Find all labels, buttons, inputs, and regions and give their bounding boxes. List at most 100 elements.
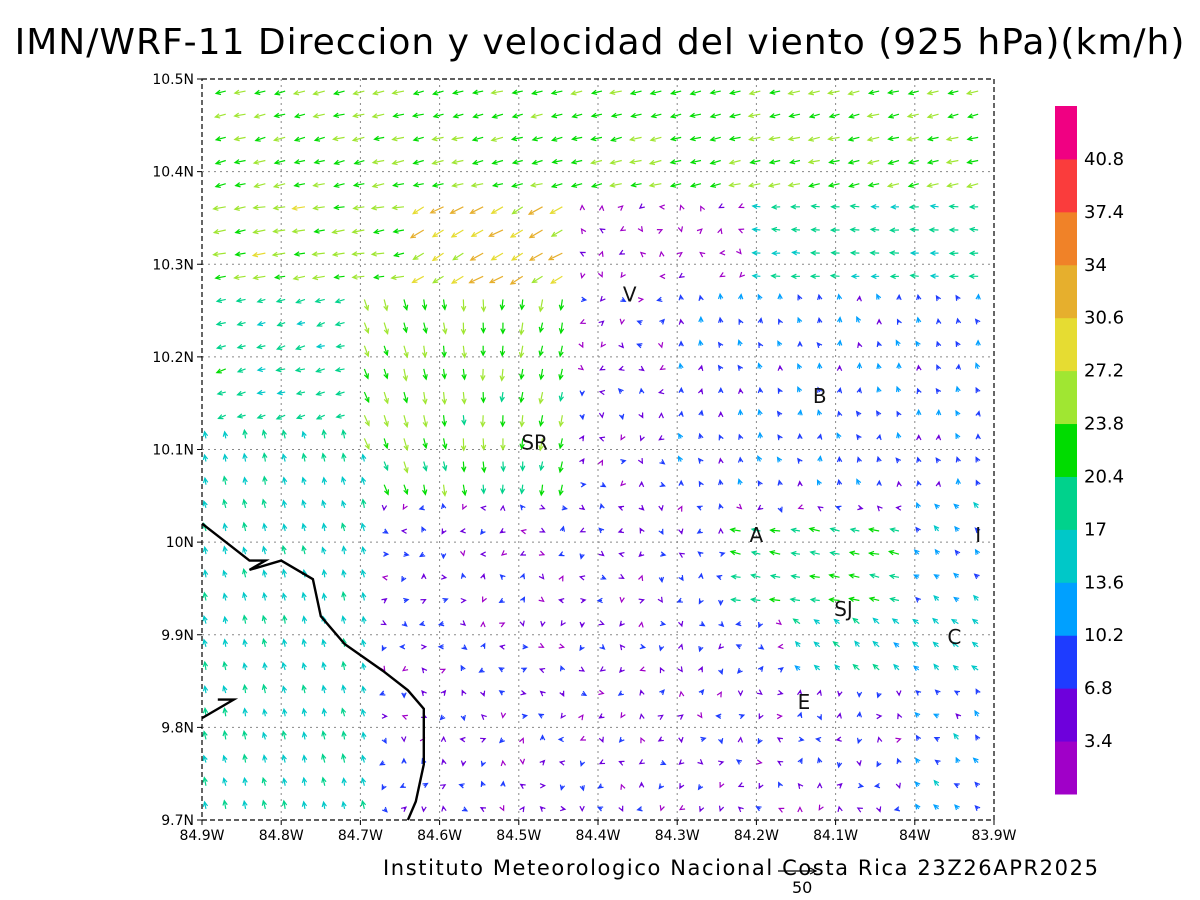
wind-arrow [558,391,565,403]
wind-arrow [719,250,726,256]
wind-arrow [381,784,387,791]
wind-arrow [472,113,484,119]
wind-arrow [361,453,367,462]
wind-arrow [520,690,527,696]
wind-arrow [262,708,268,717]
wind-arrow [836,387,843,394]
wind-arrow [539,461,545,472]
wind-arrow [222,592,228,601]
wind-arrow [847,136,860,142]
wind-arrow [440,735,447,743]
wind-arrow [678,690,685,697]
wind-arrow [539,504,546,510]
wind-arrow [914,711,921,718]
wind-arrow [669,113,682,119]
wind-arrow [887,89,900,95]
wind-arrow [579,760,586,767]
wind-arrow [262,754,268,763]
wind-arrow [222,430,229,439]
wind-arrow [718,599,724,606]
wind-arrow [540,620,546,628]
wind-arrow [638,504,645,511]
colorbar-label: 23.8 [1084,414,1124,435]
wind-arrow [629,90,642,96]
wind-arrow [972,594,979,601]
wind-arrow [896,410,902,417]
wind-arrow [870,204,880,210]
wind-arrow [813,619,821,625]
wind-arrow [715,713,722,719]
wind-arrow [401,757,407,764]
wind-arrow [431,182,444,188]
wind-arrow [202,591,208,601]
wind-arrow [813,641,821,648]
wind-arrow [382,806,388,813]
wind-arrow [598,550,605,557]
wind-arrow [658,783,665,790]
wind-arrow [797,480,803,487]
wind-arrow [600,574,607,580]
wind-arrow [876,806,882,813]
colorbar-segment [1055,635,1077,689]
wind-arrow [509,229,524,238]
wind-arrow [301,591,307,601]
wind-arrow [600,341,607,348]
colorbar-segment [1055,158,1077,213]
wind-arrow [321,800,327,809]
wind-arrow [321,592,328,601]
wind-arrow [677,505,683,512]
wind-arrow [276,321,286,327]
wind-arrow [373,135,385,142]
wind-arrow [934,548,941,555]
wind-arrow [748,90,761,96]
wind-arrow [498,597,505,604]
wind-arrow [333,90,345,96]
wind-arrow [638,203,645,210]
wind-arrow [461,415,467,426]
wind-arrow [660,551,667,557]
wind-arrow [321,476,328,485]
wind-arrow [677,455,683,462]
wind-arrow [341,452,347,462]
wind-arrow [441,368,447,380]
wind-arrow [648,182,662,188]
wind-arrow [855,410,862,417]
wind-arrow [363,345,370,358]
wind-arrow [916,364,922,371]
wind-arrow [558,461,564,474]
wind-arrow [935,434,942,441]
wind-arrow [975,688,981,695]
station-labels: V B SR A I SJ C E [521,282,981,714]
y-axis: 10.5N 10.4N 10.3N 10.2N 10.1N 10N 9.9N 9.8N 9.7N [152,72,202,829]
wind-arrow [558,575,564,582]
wind-arrow [947,89,959,96]
wind-arrow [678,340,684,347]
colorbar-segment [1055,317,1077,372]
wind-arrow [849,250,860,256]
wind-arrow [518,345,525,359]
wind-arrow [442,438,448,450]
wind-arrow [381,504,388,512]
wind-arrow [519,461,526,472]
wind-arrow [599,644,606,650]
wind-arrow [215,368,226,374]
wind-arrow [214,274,226,281]
wind-arrow [948,227,959,233]
wind-arrow [321,776,327,786]
wind-arrow [272,182,286,189]
wind-arrow [876,505,883,512]
wind-arrow [835,505,842,511]
wind-arrow [222,522,228,532]
wind-arrow [830,250,840,256]
wind-arrow [383,391,389,405]
wind-arrow [341,684,347,694]
reference-vector [778,867,818,875]
y-tick-label: 10N [166,535,194,551]
wind-arrow [971,618,979,625]
wind-arrow [808,573,820,580]
wind-arrow [431,159,444,166]
wind-arrow [628,136,642,142]
wind-arrow [242,567,248,578]
wind-arrow [735,644,742,650]
wind-arrow [236,413,246,419]
